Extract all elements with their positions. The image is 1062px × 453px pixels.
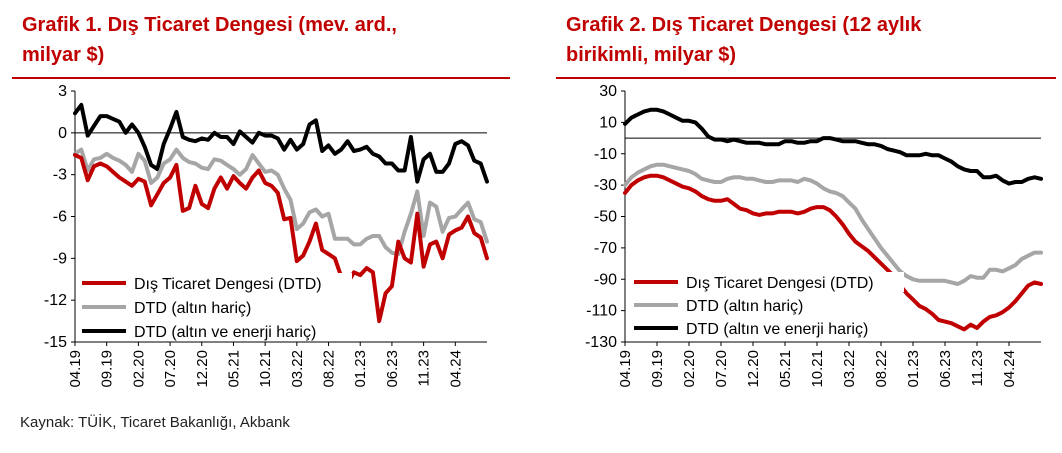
x-tick-label-1: 02.20: [130, 350, 147, 388]
legend-bg-1: [82, 321, 352, 341]
y-tick-label-2: -90: [594, 271, 617, 288]
x-tick-label-2: 12.20: [745, 350, 762, 388]
series-line-1-0: [73, 153, 489, 324]
series-line-1-1: [73, 147, 489, 257]
x-tick-label-1: 04.24: [447, 350, 464, 388]
series-line-1-2: [73, 102, 489, 184]
x-tick-label-2: 10.21: [809, 350, 826, 388]
x-tick-label-2: 07.20: [713, 350, 730, 388]
chart-title-2-line-1: Grafik 2. Dış Ticaret Dengesi (12 aylık: [566, 14, 922, 36]
x-tick-label-1: 12.20: [194, 350, 211, 388]
legend-label-1-0: Dış Ticaret Dengesi (DTD): [134, 276, 322, 293]
y-tick-label-1: -12: [44, 292, 67, 309]
series-line-2-0: [623, 173, 1043, 332]
x-tick-label-1: 01.23: [352, 350, 369, 388]
chart-panel-1: Grafik 1. Dış Ticaret Dengesi (mev. ard.…: [0, 0, 520, 453]
chart-title-2-line-2: birikimli, milyar $): [566, 44, 737, 66]
chart-title-2: Grafik 2. Dış Ticaret Dengesi (12 aylık …: [566, 10, 1026, 70]
y-tick-label-2: 30: [599, 83, 617, 100]
x-tick-label-2: 02.20: [681, 350, 698, 388]
series-line-2-1: [623, 162, 1043, 286]
x-tick-label-1: 05.21: [225, 350, 242, 388]
x-tick-label-2: 11.23: [969, 350, 986, 386]
x-tick-label-2: 09.19: [649, 350, 666, 388]
chart-title-1-line-1: Grafik 1. Dış Ticaret Dengesi (mev. ard.…: [22, 14, 397, 36]
y-tick-label-2: -30: [594, 177, 617, 194]
x-tick-label-1: 04.19: [67, 350, 84, 388]
x-tick-label-1: 06.23: [384, 350, 401, 388]
y-tick-label-1: -15: [44, 334, 67, 351]
legend-bg-2: [634, 272, 904, 292]
y-tick-label-2: -50: [594, 209, 617, 226]
x-tick-label-2: 08.22: [873, 350, 890, 388]
title-underline-2: [556, 77, 1056, 79]
y-tick-label-1: 0: [58, 125, 67, 142]
y-tick-label-1: -3: [53, 167, 67, 184]
series-line-2-2: [623, 107, 1043, 186]
legend-label-1-2: DTD (altın ve enerji hariç): [134, 324, 316, 341]
legend-bg-1: [82, 273, 352, 293]
legend-bg-2: [634, 295, 904, 315]
x-tick-label-2: 06.23: [937, 350, 954, 388]
x-tick-label-2: 05.21: [777, 350, 794, 388]
y-tick-label-1: -6: [53, 209, 67, 226]
legend-bg-1: [82, 297, 352, 317]
x-tick-label-1: 11.23: [416, 350, 433, 386]
chart-title-1-line-2: milyar $): [22, 44, 105, 66]
x-tick-label-1: 03.22: [289, 350, 306, 388]
legend-bg-2: [634, 318, 904, 338]
y-tick-label-2: -130: [585, 334, 617, 351]
legend-label-1-1: DTD (altın hariç): [134, 300, 251, 317]
x-tick-label-2: 03.22: [841, 350, 858, 388]
x-tick-label-1: 09.19: [99, 350, 116, 388]
y-tick-label-1: -9: [53, 250, 67, 267]
legend-label-2-2: DTD (altın ve enerji hariç): [686, 321, 868, 338]
title-underline-1: [12, 77, 510, 79]
legend-label-2-0: Dış Ticaret Dengesi (DTD): [686, 275, 874, 292]
x-tick-label-1: 10.21: [257, 350, 274, 388]
y-tick-label-2: -70: [594, 240, 617, 257]
y-tick-label-2: -110: [586, 303, 617, 320]
x-tick-label-2: 04.24: [1001, 350, 1018, 388]
legend-label-2-1: DTD (altın hariç): [686, 298, 803, 315]
source-note: Kaynak: TÜİK, Ticaret Bakanlığı, Akbank: [20, 414, 290, 431]
y-tick-label-2: 10: [599, 114, 617, 131]
x-tick-label-1: 07.20: [162, 350, 179, 388]
chart-panel-2: Grafik 2. Dış Ticaret Dengesi (12 aylık …: [548, 0, 1062, 453]
y-tick-label-1: 3: [58, 83, 67, 100]
x-tick-label-1: 08.22: [321, 350, 338, 388]
chart-title-1: Grafik 1. Dış Ticaret Dengesi (mev. ard.…: [22, 10, 482, 70]
x-tick-label-2: 01.23: [905, 350, 922, 388]
x-tick-label-2: 04.19: [617, 350, 634, 388]
y-tick-label-2: -10: [594, 146, 617, 163]
